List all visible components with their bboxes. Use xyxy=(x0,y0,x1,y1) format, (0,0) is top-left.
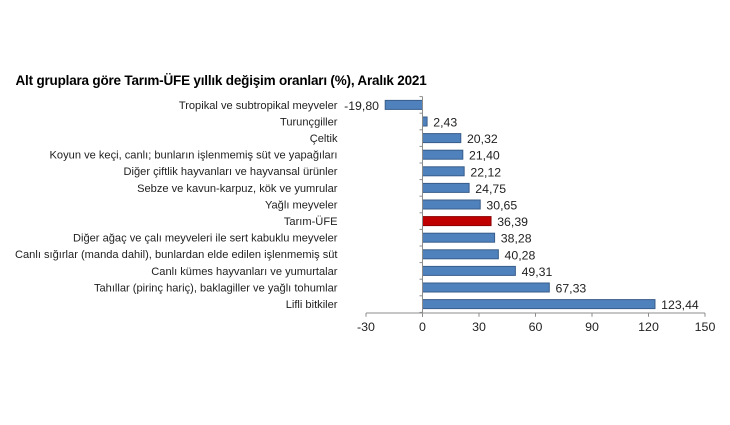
svg-text:120: 120 xyxy=(638,320,659,334)
svg-text:21,40: 21,40 xyxy=(469,149,500,163)
svg-text:36,39: 36,39 xyxy=(497,215,528,229)
svg-text:-19,80: -19,80 xyxy=(344,99,379,113)
svg-text:Yağlı meyveler: Yağlı meyveler xyxy=(265,199,338,211)
svg-text:Diğer ağaç ve çalı meyveleri i: Diğer ağaç ve çalı meyveleri ile sert ka… xyxy=(73,233,338,245)
svg-text:Çeltik: Çeltik xyxy=(310,133,338,145)
svg-text:60: 60 xyxy=(529,320,543,334)
svg-text:Diğer çiftlik hayvanları ve ha: Diğer çiftlik hayvanları ve hayvansal ür… xyxy=(124,166,338,178)
svg-text:150: 150 xyxy=(695,320,716,334)
svg-text:Lifli bitkiler: Lifli bitkiler xyxy=(286,299,338,311)
svg-text:90: 90 xyxy=(585,320,599,334)
svg-text:Sebze ve kavun-karpuz, kök ve: Sebze ve kavun-karpuz, kök ve yumrular xyxy=(137,183,338,195)
svg-text:Alt gruplara göre Tarım-ÜFE yı: Alt gruplara göre Tarım-ÜFE yıllık değiş… xyxy=(16,73,428,88)
svg-text:38,28: 38,28 xyxy=(501,232,532,246)
svg-text:30,65: 30,65 xyxy=(486,198,517,212)
svg-text:Tropikal ve subtropikal meyvel: Tropikal ve subtropikal meyveler xyxy=(179,100,338,112)
svg-text:24,75: 24,75 xyxy=(475,182,506,196)
svg-text:Canlı sığırlar (manda dahil),: Canlı sığırlar (manda dahil), bunlardan … xyxy=(15,249,338,261)
svg-text:Koyun ve keçi, canlı; bunların: Koyun ve keçi, canlı; bunların işlenmemi… xyxy=(50,150,338,162)
svg-text:40,28: 40,28 xyxy=(505,248,536,262)
svg-text:20,32: 20,32 xyxy=(467,132,498,146)
svg-text:-30: -30 xyxy=(357,320,375,334)
svg-text:2,43: 2,43 xyxy=(433,115,457,129)
svg-text:0: 0 xyxy=(419,320,426,334)
svg-text:Tahıllar (pirinç hariç), bakla: Tahıllar (pirinç hariç), baklagiller ve … xyxy=(94,282,338,294)
svg-text:30: 30 xyxy=(472,320,486,334)
svg-text:49,31: 49,31 xyxy=(522,265,553,279)
svg-text:Tarım-ÜFE: Tarım-ÜFE xyxy=(284,216,338,228)
svg-text:Turunçgiller: Turunçgiller xyxy=(280,116,338,128)
svg-text:22,12: 22,12 xyxy=(470,165,501,179)
svg-text:123,44: 123,44 xyxy=(661,298,699,312)
svg-text:67,33: 67,33 xyxy=(556,281,587,295)
svg-text:Canlı kümes hayvanları ve yumu: Canlı kümes hayvanları ve yumurtalar xyxy=(151,266,338,278)
